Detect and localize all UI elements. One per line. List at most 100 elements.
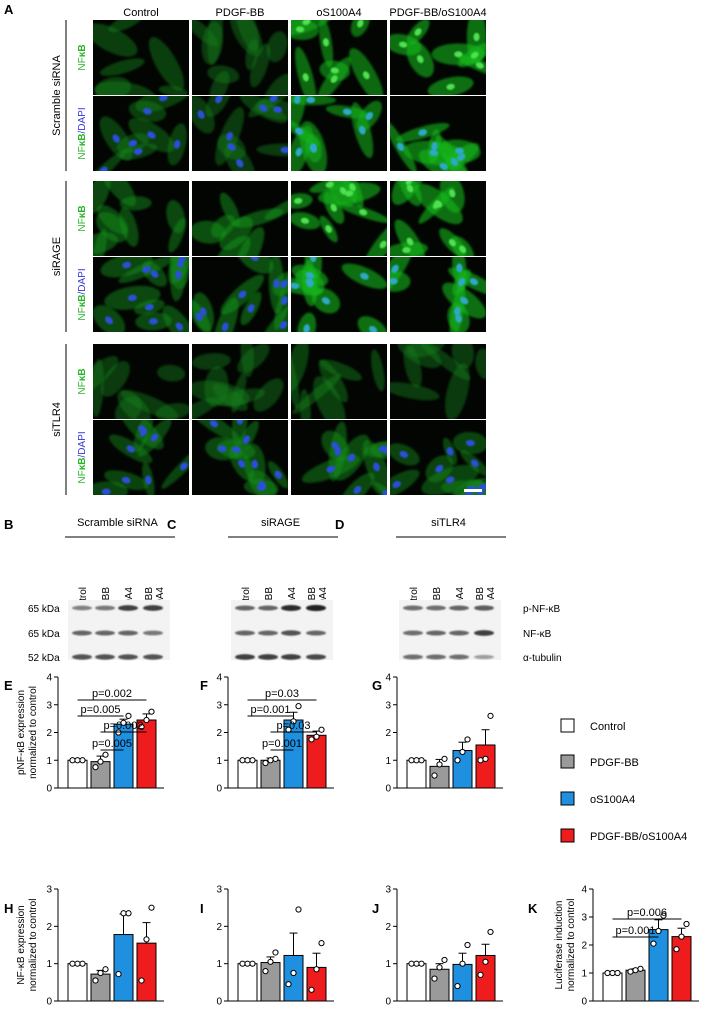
y-tick-label: 4 — [385, 673, 391, 684]
y-tick-label: 3 — [385, 885, 391, 896]
data-point — [244, 960, 251, 967]
micrograph-tile — [291, 181, 387, 256]
nucleus — [177, 258, 184, 268]
row-label: NFκB — [77, 44, 88, 70]
cells — [390, 181, 475, 256]
bar — [306, 734, 327, 789]
cell — [371, 349, 385, 392]
nucleus — [469, 278, 479, 286]
bar — [452, 963, 473, 1002]
cell — [291, 351, 300, 409]
data-point — [115, 971, 122, 978]
nucleus — [362, 71, 370, 80]
cell — [100, 360, 130, 397]
cells — [93, 420, 189, 495]
legend-swatch — [560, 718, 575, 733]
data-point — [482, 755, 489, 762]
panel-letter-e: E — [4, 678, 13, 693]
column-label: PDGF-BB/oS100A4 — [389, 7, 486, 19]
nucleus — [450, 157, 458, 167]
data-point — [74, 757, 81, 764]
micrograph-tile — [390, 344, 486, 419]
micrograph-tile — [291, 344, 387, 419]
data-point — [102, 751, 109, 758]
data-point — [418, 960, 425, 967]
data-point — [418, 757, 425, 764]
cells — [93, 355, 189, 419]
blot-band — [143, 605, 163, 611]
nucleus — [238, 290, 247, 299]
panel-letter-i: I — [200, 901, 204, 916]
nucleus — [215, 96, 223, 104]
nucleus — [309, 257, 317, 263]
bar — [452, 750, 473, 789]
nucleus — [378, 445, 387, 453]
cells — [192, 96, 288, 171]
cell — [407, 344, 447, 358]
y-tick-label: 4 — [581, 885, 587, 896]
cells — [291, 20, 384, 95]
nucleus — [251, 459, 258, 469]
nucleus — [144, 303, 154, 311]
protein-label: α-tubulin — [523, 653, 562, 664]
nucleus — [302, 20, 311, 26]
nucleus — [105, 316, 113, 325]
data-point — [125, 910, 132, 917]
bar — [648, 929, 669, 1002]
cell — [235, 20, 260, 52]
blot-band — [95, 630, 115, 636]
data-point — [138, 723, 145, 731]
nucleus — [402, 247, 411, 254]
blot-band — [143, 654, 163, 660]
panel-letter-g: G — [372, 678, 382, 693]
cells — [93, 257, 189, 332]
blot-band — [72, 630, 92, 636]
nucleus — [322, 38, 329, 47]
cell — [261, 73, 288, 95]
cell — [249, 43, 271, 88]
nucleus — [294, 127, 304, 135]
bar — [671, 936, 692, 1002]
data-point — [143, 716, 150, 724]
nucleus — [280, 279, 288, 288]
nucleus — [406, 184, 414, 193]
nucleus — [358, 125, 366, 135]
bar — [67, 963, 88, 1002]
blot-band — [474, 654, 494, 660]
blot-title: Scramble siRNA — [77, 517, 158, 529]
micrograph-tile — [192, 420, 288, 495]
nucleus — [397, 142, 405, 151]
p-value-label: p=0.001 — [615, 925, 655, 937]
blot-band — [426, 605, 446, 611]
panel-letter-h: H — [4, 901, 13, 916]
cell — [264, 195, 288, 220]
nucleus — [309, 143, 317, 153]
row-label: NFκB — [77, 205, 88, 231]
cell — [99, 58, 145, 77]
panel-letter-d: D — [335, 517, 344, 532]
nucleus — [148, 318, 158, 325]
cells — [291, 181, 387, 256]
panel-letter-j: J — [372, 901, 379, 916]
nucleus — [126, 445, 135, 453]
blot-band — [426, 654, 446, 660]
y-tick-label: 2 — [216, 922, 222, 933]
nucleus — [291, 282, 300, 290]
micrograph-tile — [390, 96, 486, 171]
nucleus — [238, 459, 246, 468]
y-tick-label: 2 — [385, 922, 391, 933]
nucleus — [470, 51, 479, 59]
nucleus — [209, 420, 219, 428]
cells — [291, 96, 382, 171]
data-point — [79, 960, 86, 967]
bar — [283, 954, 304, 1002]
cell — [204, 366, 229, 407]
nucleus — [353, 485, 362, 494]
y-tick-label: 4 — [46, 673, 52, 684]
kda-label: 65 kDa — [28, 629, 60, 640]
data-point — [454, 982, 461, 990]
bar-chart-panels: E 0 1 2 3 4 pNF-κB expressionnormalized to con… — [4, 673, 699, 1008]
nucleus — [294, 96, 301, 104]
micrograph-tile — [390, 257, 486, 332]
data-point — [678, 933, 685, 940]
